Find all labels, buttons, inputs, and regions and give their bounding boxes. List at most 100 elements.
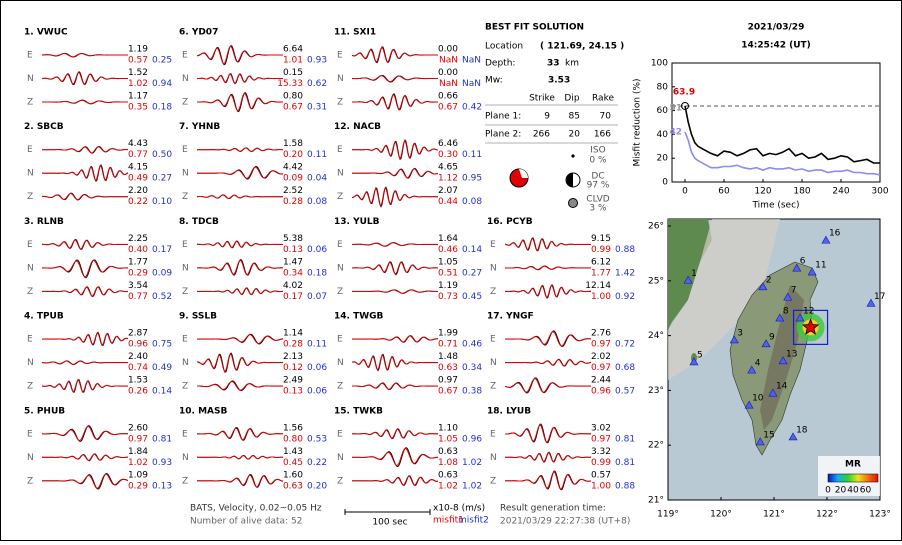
amplitude: 2.25 xyxy=(128,234,148,244)
component-label: N xyxy=(337,74,344,84)
amplitude: 1.64 xyxy=(438,234,458,244)
synthetic-trace xyxy=(196,194,283,199)
component-label: N xyxy=(27,263,34,273)
station-name: 1. VWUC xyxy=(24,28,68,38)
synthetic-trace xyxy=(197,427,283,441)
component-label: N xyxy=(182,263,189,273)
misfit2: 0.49 xyxy=(152,363,172,373)
synthetic-trace xyxy=(504,237,591,252)
misfit2: 0.06 xyxy=(307,245,327,255)
alive: Number of alive data: 52 xyxy=(190,517,302,527)
misfit1: 0.46 xyxy=(438,245,458,255)
misfit1: 0.22 xyxy=(128,197,148,207)
misfit1: 15.33 xyxy=(277,79,303,89)
x-tick-label: 60 xyxy=(718,187,730,197)
misfit1: 1.77 xyxy=(591,268,611,278)
misfit1: 0.96 xyxy=(128,340,148,350)
component-label: E xyxy=(337,51,343,61)
map-y-label: 22° xyxy=(648,441,664,451)
colorbar-title: MR xyxy=(845,460,861,470)
amplitude: 1.05 xyxy=(438,257,458,267)
synthetic-trace xyxy=(197,287,283,296)
component-label: N xyxy=(337,263,344,273)
plane-header: Strike xyxy=(529,94,555,104)
misfit2: 1.02 xyxy=(462,481,482,491)
component-label: E xyxy=(27,145,33,155)
beachball-white xyxy=(519,169,528,178)
plane-value: 70 xyxy=(600,112,612,122)
plane-value: 20 xyxy=(569,130,581,140)
solution-title: BEST FIT SOLUTION xyxy=(485,23,584,33)
station-marker xyxy=(758,282,768,291)
synthetic-trace xyxy=(505,471,592,490)
depth-label: Depth: xyxy=(485,59,515,69)
component-label: Z xyxy=(490,287,496,297)
amplitude: 0.00 xyxy=(438,68,458,78)
station-number: 10 xyxy=(752,394,764,404)
component-label: N xyxy=(182,358,189,368)
component-label: Z xyxy=(337,476,343,486)
station-name: 4. TPUB xyxy=(24,312,64,322)
x-tick-label: 120 xyxy=(754,187,771,197)
misfit1: 1.00 xyxy=(591,481,611,491)
misfit1: 0.67 xyxy=(283,103,303,113)
station-number: 8 xyxy=(783,307,789,317)
misfit1: 1.12 xyxy=(438,174,458,184)
misfit1: NaN xyxy=(439,56,458,66)
amplitude: 2.52 xyxy=(283,186,303,196)
amplitude: 9.15 xyxy=(591,234,611,244)
misfit1: 0.96 xyxy=(591,387,611,397)
y-tick-label: 100 xyxy=(651,59,668,69)
component-label: Z xyxy=(337,98,343,108)
search-box xyxy=(792,309,829,345)
synthetic-trace xyxy=(351,46,438,63)
misfit2: 0.14 xyxy=(152,387,172,397)
station-name: 7. YHNB xyxy=(179,122,220,132)
misfit2-legend: misfit2 xyxy=(458,516,489,526)
misfit2: 0.93 xyxy=(307,56,327,66)
misfit2: 0.14 xyxy=(462,245,482,255)
misfit2: 0.04 xyxy=(307,174,327,184)
synthetic-trace xyxy=(42,453,128,461)
component-label: E xyxy=(337,335,343,345)
amplitude: 2.76 xyxy=(591,329,611,339)
misfit2: 0.20 xyxy=(307,481,327,491)
component-label: E xyxy=(27,335,33,345)
amplitude: 3.02 xyxy=(591,423,611,433)
station-name: 17. YNGF xyxy=(487,312,534,322)
result-time: 2021/03/29 22:27:38 (UT+8) xyxy=(500,517,630,527)
misfit2: 0.08 xyxy=(307,197,327,207)
component-label: E xyxy=(27,240,33,250)
misfit1: 0.97 xyxy=(591,434,611,444)
misfit1: 0.44 xyxy=(438,197,458,207)
station-name: 9. SSLB xyxy=(179,312,217,322)
misfit1: 0.71 xyxy=(438,340,458,350)
misfit1: 0.20 xyxy=(283,150,303,160)
misfit2: 0.18 xyxy=(152,103,172,113)
amplitude: 0.15 xyxy=(283,68,303,78)
synthetic-trace xyxy=(197,474,284,488)
amplitude: 1.09 xyxy=(128,470,148,480)
component-label: N xyxy=(182,169,189,179)
amplitude: 2.13 xyxy=(283,352,303,362)
misfit1: 0.51 xyxy=(438,268,458,278)
misfit1: 1.02 xyxy=(128,79,148,89)
location: ( 121.69, 24.15 ) xyxy=(540,42,624,52)
station-number: 17 xyxy=(874,292,885,302)
synthetic-trace xyxy=(196,353,283,373)
synthetic-trace xyxy=(197,147,283,152)
synthetic-trace xyxy=(351,354,438,371)
x-tick-label: 0 xyxy=(682,187,688,197)
component-label: E xyxy=(490,335,496,345)
component-label: Z xyxy=(27,192,33,202)
synthetic-trace xyxy=(197,166,284,179)
amplitude: 2.02 xyxy=(591,352,611,362)
component-label: E xyxy=(490,429,496,439)
synthetic-trace xyxy=(352,168,439,179)
plane-value: 9 xyxy=(544,112,550,122)
misfit2: 0.06 xyxy=(307,387,327,397)
source: BATS, Velocity, 0.02~0.05 Hz xyxy=(190,504,322,514)
component-label: Z xyxy=(490,476,496,486)
component-label: N xyxy=(27,74,34,84)
synthetic-trace xyxy=(197,259,284,276)
